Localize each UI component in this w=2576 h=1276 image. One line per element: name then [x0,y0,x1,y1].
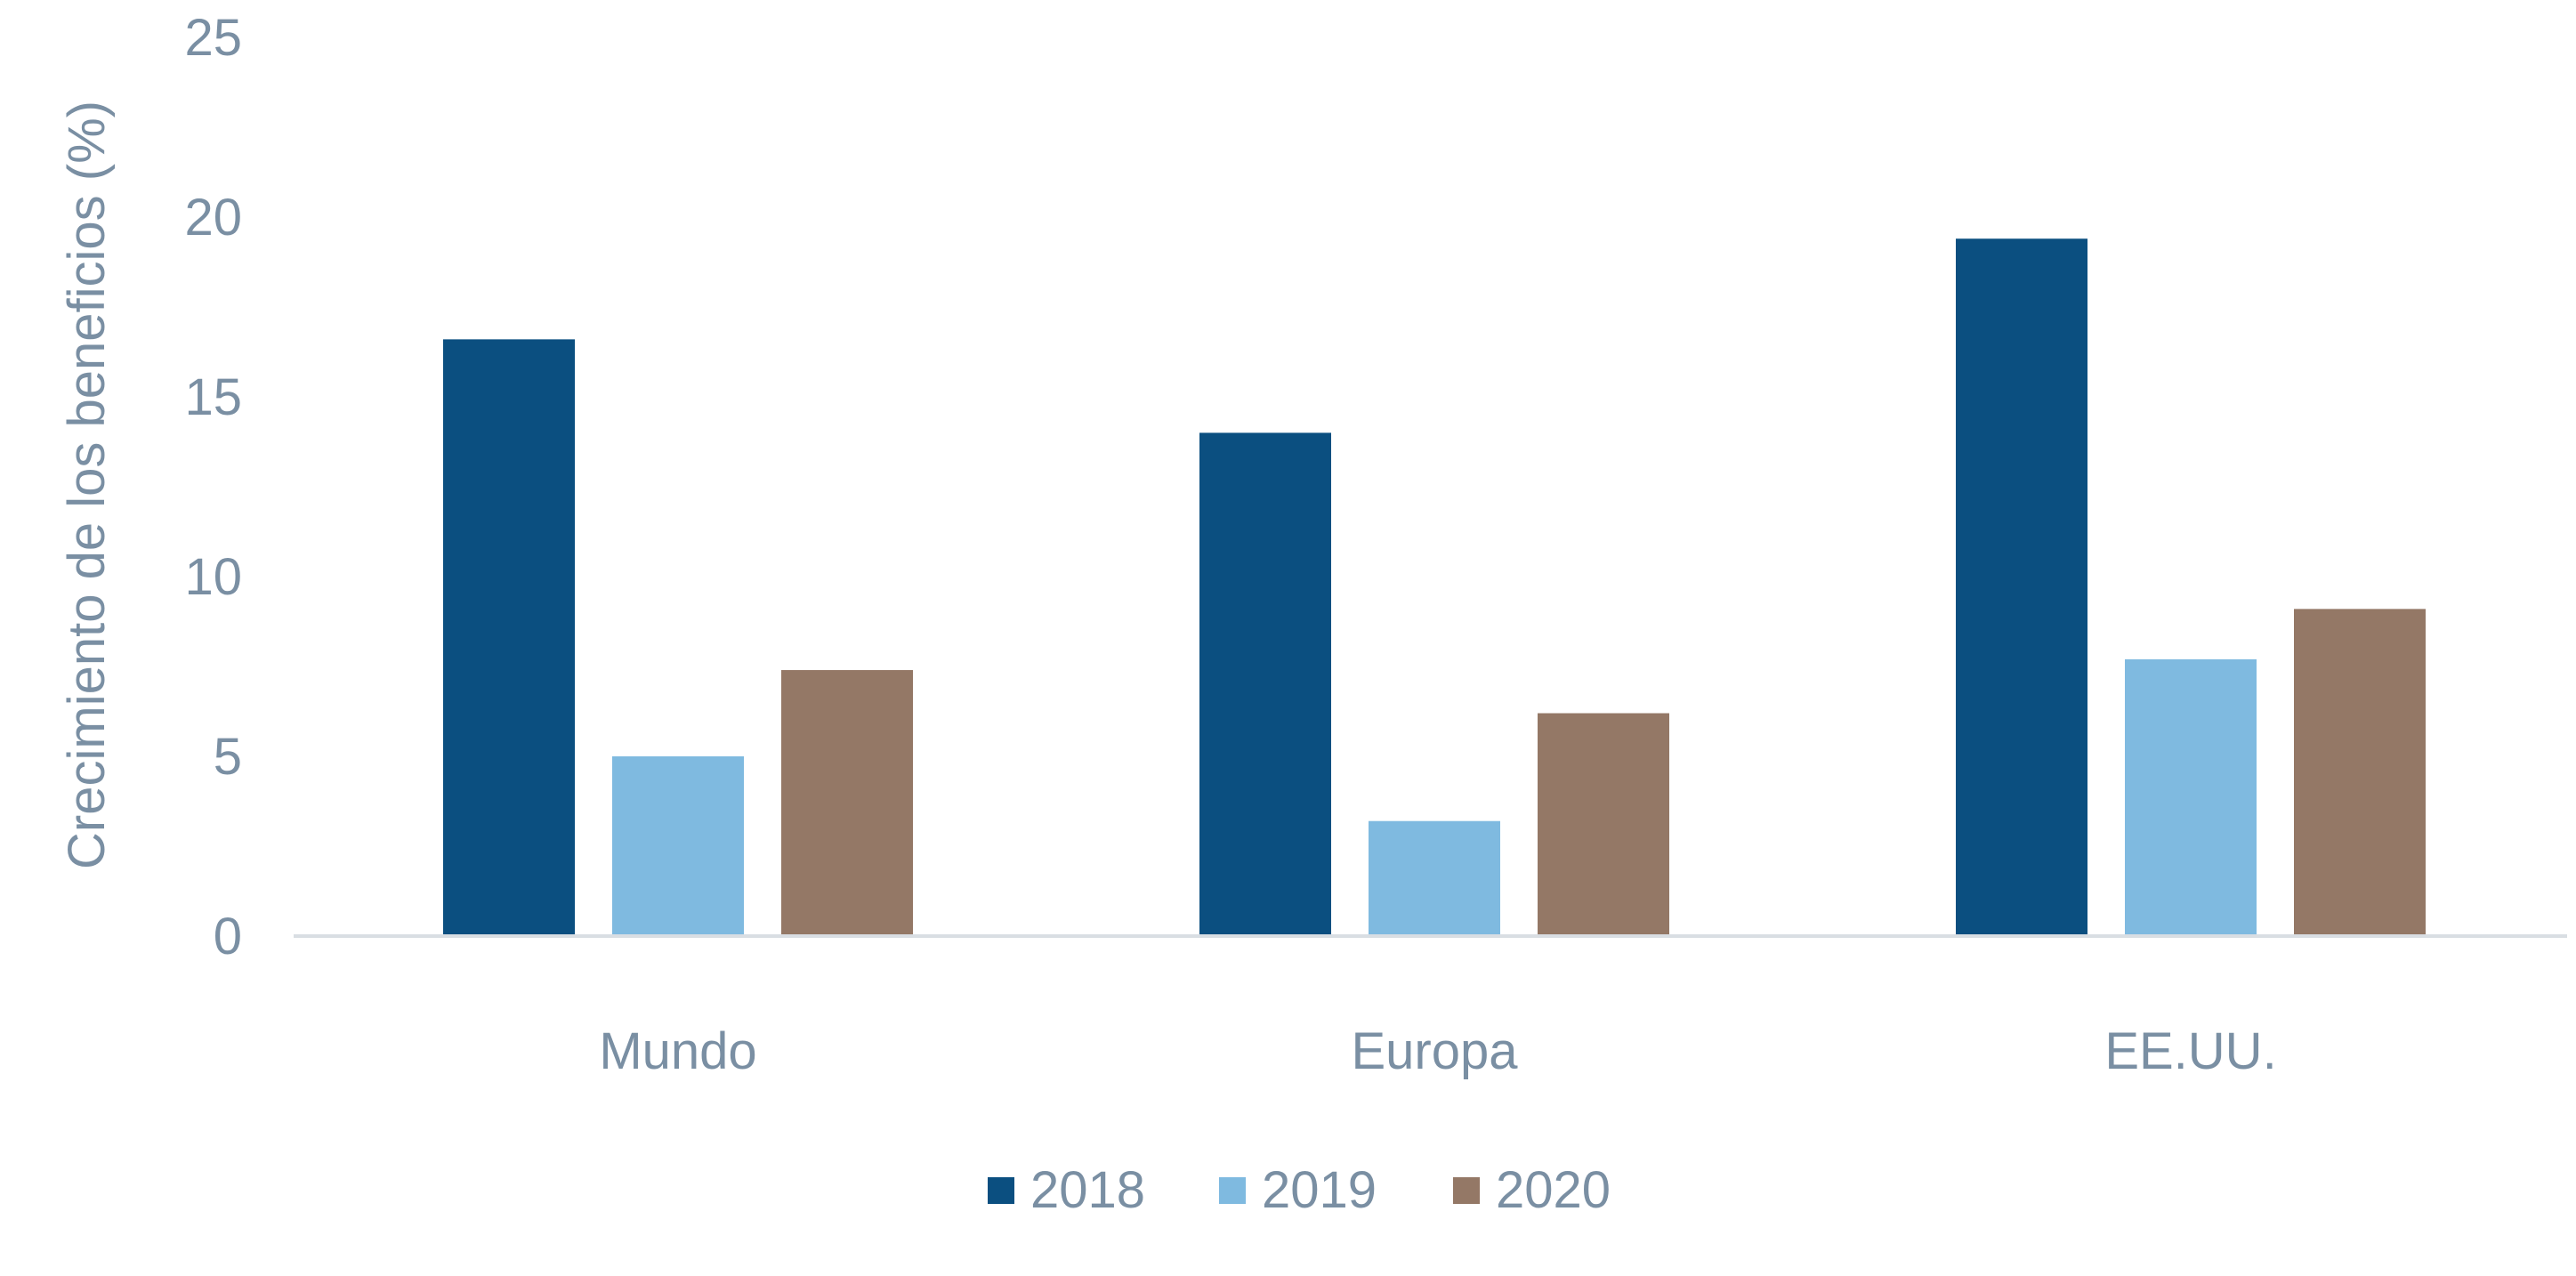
bar-ee-uu-2019 [2125,658,2257,936]
bar-mundo-2020 [781,670,913,936]
bars [443,238,2426,936]
y-axis-ticks: 0 5 10 15 20 25 [184,9,242,965]
bar-ee-uu-2020 [2294,609,2426,936]
y-tick-label: 0 [214,908,242,965]
y-tick-label: 25 [184,9,242,67]
bar-mundo-2019 [612,756,744,936]
legend-swatch-2020 [1453,1177,1480,1204]
y-tick-label: 10 [184,548,242,606]
x-tick-label: Mundo [599,1022,756,1080]
y-tick-label: 20 [184,189,242,246]
y-tick-label: 15 [184,368,242,426]
y-axis-title: Crecimiento de los beneficios (%) [58,101,116,869]
legend-swatch-2019 [1219,1177,1246,1204]
bar-europa-2019 [1369,820,1500,936]
x-tick-label: EE.UU. [2104,1022,2276,1080]
legend-swatch-2018 [988,1177,1014,1204]
bar-mundo-2018 [443,339,575,936]
legend-label-2019: 2019 [1262,1161,1377,1219]
legend-label-2020: 2020 [1496,1161,1611,1219]
x-tick-label: Europa [1351,1022,1518,1080]
bar-europa-2020 [1538,713,1669,936]
y-tick-label: 5 [214,728,242,786]
y-axis-title-group: Crecimiento de los beneficios (%) [58,101,116,869]
legend: 2018 2019 2020 [988,1161,1611,1219]
bar-ee-uu-2018 [1956,238,2087,936]
bar-europa-2018 [1199,432,1331,936]
x-axis-ticks: Mundo Europa EE.UU. [599,1022,2276,1080]
legend-label-2018: 2018 [1030,1161,1145,1219]
